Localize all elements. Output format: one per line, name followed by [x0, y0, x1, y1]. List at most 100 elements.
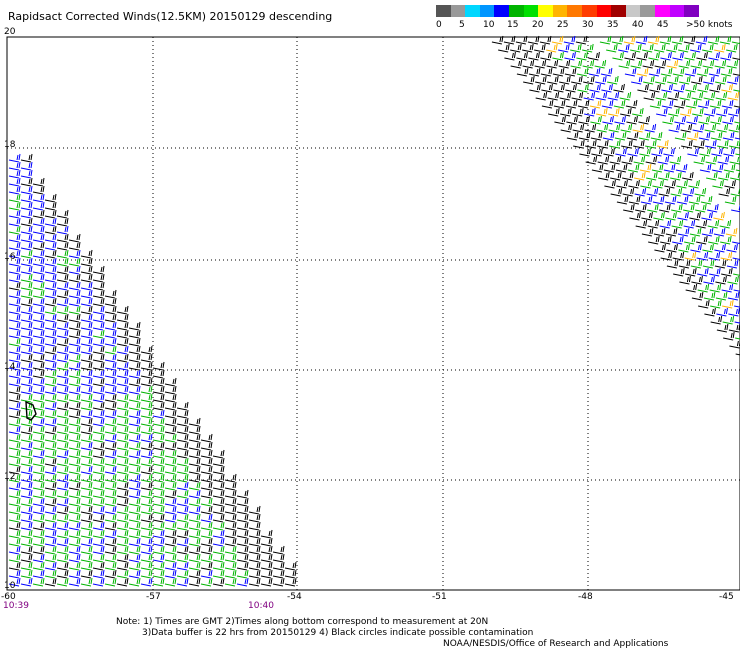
wind-barb [32, 417, 45, 427]
wind-barb [620, 123, 633, 133]
wind-barb [44, 305, 57, 315]
wind-barb [735, 169, 740, 172]
wind-barb [667, 91, 680, 101]
wind-barb [20, 577, 33, 587]
wind-barb [92, 497, 105, 507]
wind-barb [128, 497, 141, 507]
wind-barb [32, 289, 45, 299]
wind-barb [723, 331, 735, 341]
wind-barb [540, 51, 552, 61]
wind-barb [32, 545, 45, 555]
wind-barb [711, 163, 724, 173]
wind-barb [727, 91, 740, 101]
wind-barb [44, 553, 57, 563]
wind-barb [152, 561, 165, 571]
wind-barb [80, 425, 93, 435]
wind-barb [140, 409, 153, 419]
wind-barb [140, 505, 153, 515]
wind-barb [128, 545, 141, 555]
wind-barb [128, 385, 141, 395]
wind-barb [164, 473, 177, 483]
wind-barb [715, 275, 727, 285]
wind-barb [152, 401, 165, 411]
wind-barb [92, 529, 105, 539]
wind-barb [104, 289, 117, 299]
wind-barb [200, 457, 213, 467]
wind-barb [20, 465, 33, 475]
wind-barb [32, 497, 45, 507]
wind-barb [701, 211, 713, 221]
wind-barb [80, 265, 93, 275]
wind-barb [678, 43, 690, 53]
wind-barb [674, 115, 686, 125]
wind-barb [104, 513, 117, 523]
wind-barb [104, 457, 117, 467]
wind-barb [639, 147, 651, 157]
wind-barb [68, 337, 81, 347]
wind-barb [636, 67, 649, 77]
wind-barb [152, 529, 165, 539]
legend-swatch [640, 5, 656, 17]
wind-barb [68, 513, 81, 523]
wind-barb [44, 393, 57, 403]
wind-barb [8, 481, 21, 491]
wind-barb [260, 577, 273, 587]
wind-barb [697, 267, 709, 277]
wind-barb [727, 291, 740, 301]
wind-barb [670, 187, 683, 197]
wind-barb [646, 187, 659, 197]
wind-barb [658, 187, 671, 197]
wind-barb [164, 409, 177, 419]
wind-barb [515, 35, 528, 45]
wind-barb [80, 337, 93, 347]
wind-barb [638, 131, 651, 141]
wind-barb [32, 561, 45, 571]
wind-barb [200, 433, 213, 443]
wind-barb [44, 401, 57, 411]
wind-barb [224, 577, 237, 587]
wind-barb [236, 513, 249, 523]
wind-barb [635, 35, 648, 45]
wind-barb [8, 233, 21, 243]
wind-barb [44, 449, 57, 459]
wind-barb [236, 497, 249, 507]
wind-barb [68, 249, 81, 259]
wind-barb [522, 59, 535, 69]
wind-barb [695, 35, 708, 45]
wind-barb [56, 537, 69, 547]
wind-barb [522, 43, 534, 53]
wind-barb [528, 67, 541, 77]
wind-barb [104, 313, 117, 323]
wind-barb [602, 131, 615, 141]
wind-barb [200, 489, 213, 499]
wind-barb [164, 449, 177, 459]
wind-barb [8, 169, 21, 179]
wind-barb [667, 75, 679, 85]
wind-barb [104, 449, 117, 459]
wind-barb [68, 521, 81, 531]
wind-barb [92, 409, 105, 419]
wind-barb [140, 489, 153, 499]
wind-barb [80, 521, 93, 531]
wind-barb [56, 409, 69, 419]
legend-label: 0 [436, 20, 442, 30]
wind-barb [20, 353, 33, 363]
wind-barb [709, 283, 722, 293]
wind-barb [224, 521, 237, 531]
wind-barb [92, 441, 105, 451]
wind-barb [691, 75, 703, 85]
wind-barb [659, 35, 672, 45]
wind-barb [140, 433, 153, 443]
wind-barb [116, 569, 129, 579]
wind-barb [682, 171, 694, 181]
wind-barb [44, 257, 57, 267]
wind-barb [732, 257, 740, 260]
wind-barb [212, 465, 225, 475]
wind-barb [707, 219, 720, 229]
wind-barb [699, 147, 711, 157]
wind-barb [547, 91, 560, 101]
wind-barb [92, 273, 105, 283]
wind-barb [688, 195, 701, 205]
wind-barb [68, 441, 81, 451]
wind-barb [212, 449, 225, 459]
